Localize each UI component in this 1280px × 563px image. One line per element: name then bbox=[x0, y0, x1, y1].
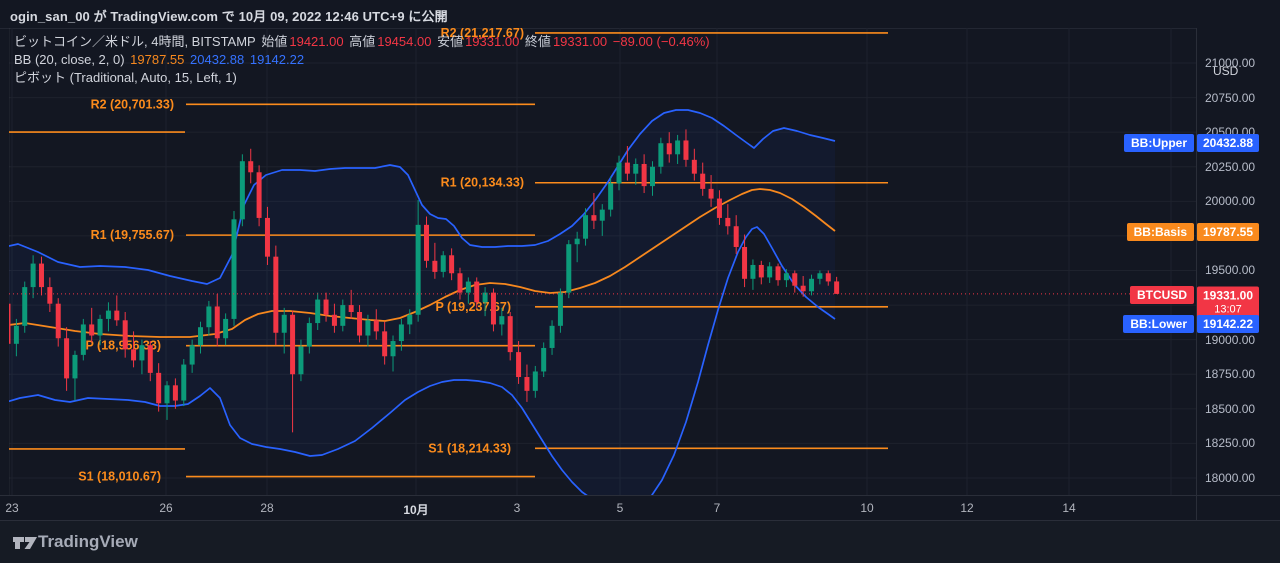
publication-info-text: ogin_san_00 が TradingView.com で 10月 09, … bbox=[10, 9, 448, 24]
time-axis[interactable]: 23 26 28 10月 3 5 7 10 12 14 bbox=[0, 495, 1196, 521]
pivot-label: R1 (19,755.67) bbox=[91, 228, 174, 242]
time-tick-label: 3 bbox=[513, 501, 521, 515]
price-tick-label: 20500.00 bbox=[1205, 125, 1256, 140]
legend-text: 19142.22 bbox=[246, 52, 305, 67]
legend-text: 19331.00 bbox=[465, 34, 520, 49]
chart-legend: ビットコイン／米ドル, 4時間, BITSTAMP 始値 19421.00 高値 1… bbox=[14, 33, 712, 87]
axis-corner bbox=[1196, 495, 1280, 521]
legend-text: 安値 bbox=[433, 34, 464, 49]
price-tick-label: 18500.00 bbox=[1205, 401, 1256, 416]
legend-text: 19787.55 bbox=[130, 52, 185, 67]
legend-text: ビットコイン／米ドル, 4時間, BITSTAMP bbox=[14, 34, 256, 49]
tradingview-logo-icon[interactable] bbox=[13, 534, 39, 552]
price-tick-label: 19500.00 bbox=[1205, 263, 1256, 278]
legend-symbol-ohlc-row[interactable]: ビットコイン／米ドル, 4時間, BITSTAMP 始値 19421.00 高値 1… bbox=[14, 33, 712, 51]
legend-text: 19421.00 bbox=[289, 34, 344, 49]
bb-lower-line bbox=[9, 226, 836, 495]
time-tick-label: 10 bbox=[860, 501, 874, 515]
price-tick-label: 18000.00 bbox=[1205, 470, 1256, 485]
time-tick-label: 28 bbox=[260, 501, 274, 515]
pivot-label: S1 (18,214.33) bbox=[428, 441, 511, 455]
legend-text: 20432.88 bbox=[186, 52, 245, 67]
legend-text: 高値 bbox=[345, 34, 376, 49]
legend-text: 始値 bbox=[257, 34, 288, 49]
time-tick-label: 26 bbox=[159, 501, 173, 515]
price-tick-label: 20000.00 bbox=[1205, 194, 1256, 209]
price-tick-label: 19750.00 bbox=[1205, 228, 1256, 243]
pivot-label: R2 (20,701.33) bbox=[91, 97, 174, 111]
price-axis-currency-label: USD bbox=[1213, 64, 1239, 78]
price-tick-label: 20250.00 bbox=[1205, 159, 1256, 174]
time-tick-label: 5 bbox=[616, 501, 624, 515]
price-tick-label: 19250.00 bbox=[1205, 298, 1256, 313]
pivot-label: R1 (20,134.33) bbox=[441, 176, 524, 190]
price-tick-label: 20750.00 bbox=[1205, 90, 1256, 105]
time-tick-label: 23 bbox=[5, 501, 19, 515]
pivot-label: R2 (21,217.67) bbox=[441, 26, 524, 40]
bb-band-fill bbox=[9, 110, 835, 495]
legend-text: BB (20, close, 2, 0) bbox=[14, 52, 129, 67]
footer-bar: TradingView bbox=[0, 520, 1280, 563]
legend-bollinger-row[interactable]: BB (20, close, 2, 0) 19787.55 20432.88 1… bbox=[14, 51, 712, 69]
publication-header: ogin_san_00 が TradingView.com で 10月 09, … bbox=[0, 0, 1280, 29]
candles bbox=[9, 129, 840, 433]
time-tick-label: 14 bbox=[1062, 501, 1076, 515]
price-tick-label: 18750.00 bbox=[1205, 367, 1256, 382]
price-tick-label: 18250.00 bbox=[1205, 436, 1256, 451]
price-tick-label: 21000.00 bbox=[1205, 56, 1256, 70]
pivot-label: S1 (18,010.67) bbox=[78, 470, 161, 484]
legend-text: 19331.00 bbox=[552, 34, 608, 49]
pivot-label: P (19,237.67) bbox=[435, 300, 511, 314]
price-axis[interactable]: USD 21000.00 20750.00 20500.00 20250.00 2000… bbox=[1196, 28, 1280, 520]
tradingview-wordmark[interactable]: TradingView bbox=[38, 532, 138, 551]
legend-text: 終値 bbox=[521, 34, 551, 49]
legend-text: 19454.00 bbox=[377, 34, 432, 49]
bb-upper-line bbox=[9, 109, 836, 285]
legend-text: ピボット (Traditional, Auto, 15, Left, 1) bbox=[14, 70, 237, 85]
legend-text: −89.00 (−0.46%) bbox=[609, 34, 710, 49]
legend-pivot-row[interactable]: ピボット (Traditional, Auto, 15, Left, 1) bbox=[14, 69, 712, 87]
time-tick-label: 10月 bbox=[403, 503, 429, 517]
time-tick-label: 12 bbox=[960, 501, 974, 515]
time-tick-label: 7 bbox=[713, 501, 721, 515]
price-tick-label: 19000.00 bbox=[1205, 332, 1256, 347]
